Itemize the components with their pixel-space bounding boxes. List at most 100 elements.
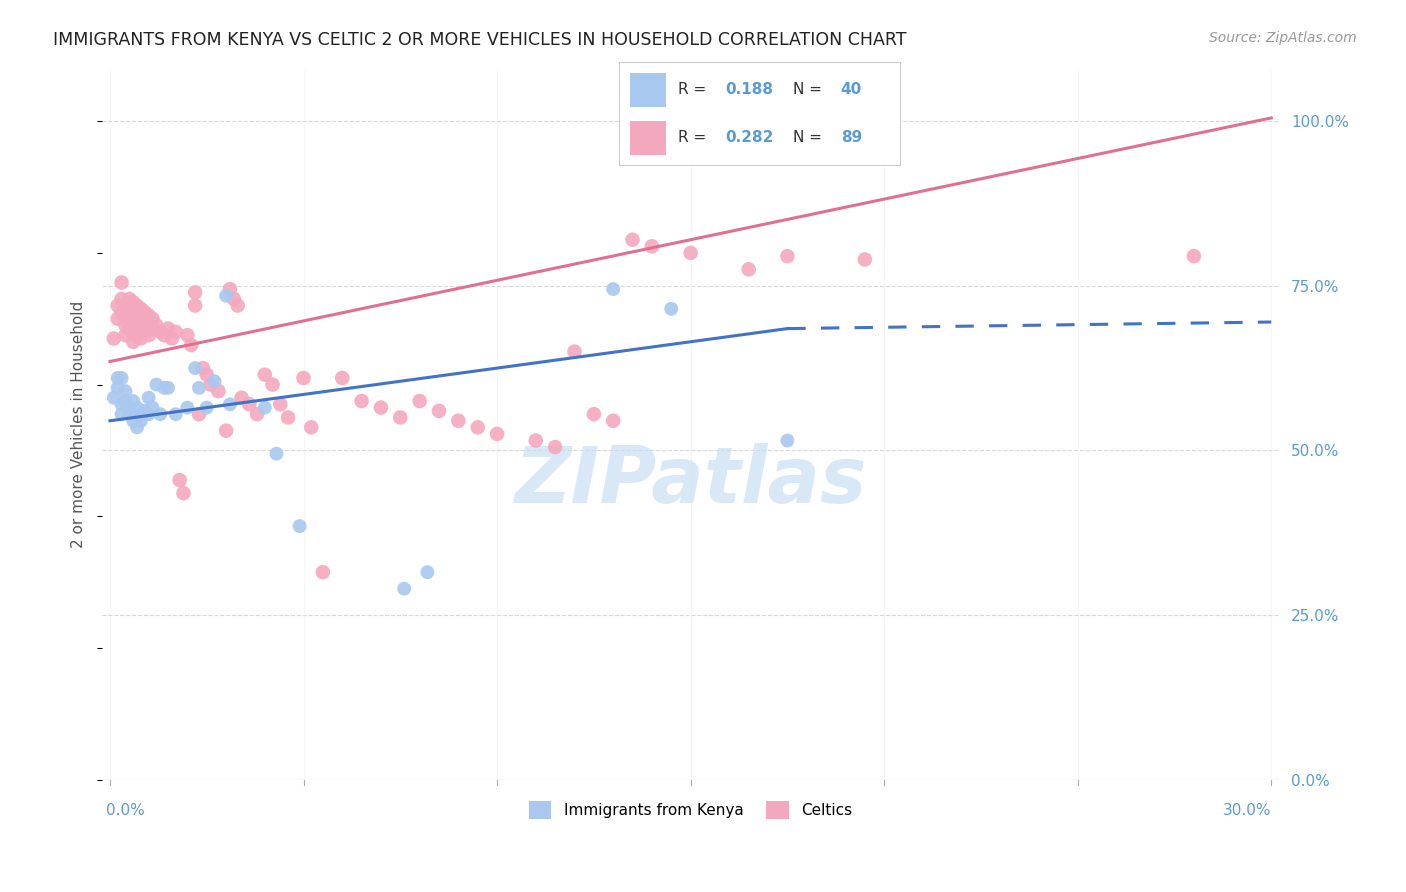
Point <box>134 315 156 329</box>
Point <box>114 299 136 313</box>
Point <box>145 318 167 333</box>
Point <box>138 407 160 421</box>
Point <box>110 305 132 319</box>
Point <box>110 371 132 385</box>
Point <box>564 344 586 359</box>
Point <box>204 374 226 388</box>
Point <box>129 321 152 335</box>
Point <box>141 321 163 335</box>
Point <box>524 434 547 448</box>
Text: Source: ZipAtlas.com: Source: ZipAtlas.com <box>1209 31 1357 45</box>
Point <box>207 384 229 399</box>
Point <box>408 394 430 409</box>
Point <box>138 328 160 343</box>
Point <box>122 414 145 428</box>
Point <box>125 420 148 434</box>
Point <box>157 381 180 395</box>
Point <box>118 311 141 326</box>
Point <box>330 371 353 385</box>
Text: 0.0%: 0.0% <box>105 803 145 818</box>
Point <box>103 331 125 345</box>
Point <box>110 407 132 421</box>
Point <box>253 401 276 415</box>
Point <box>138 309 160 323</box>
Point <box>138 318 160 333</box>
Point <box>299 420 322 434</box>
Point <box>129 414 152 428</box>
Point <box>173 486 195 500</box>
Point <box>118 292 141 306</box>
Text: ZIPatlas: ZIPatlas <box>515 443 866 519</box>
Point <box>110 292 132 306</box>
Point <box>659 301 682 316</box>
Point <box>141 401 163 415</box>
Point <box>149 407 172 421</box>
Text: N =: N = <box>793 130 827 145</box>
Point <box>447 414 470 428</box>
Point <box>621 233 644 247</box>
Point <box>188 407 211 421</box>
Point <box>370 401 392 415</box>
Point <box>389 410 412 425</box>
Point <box>160 331 183 345</box>
Point <box>114 309 136 323</box>
Y-axis label: 2 or more Vehicles in Household: 2 or more Vehicles in Household <box>72 301 86 548</box>
Point <box>107 381 129 395</box>
Text: R =: R = <box>678 82 711 97</box>
Point <box>110 397 132 411</box>
Text: 0.282: 0.282 <box>725 130 773 145</box>
Text: 40: 40 <box>841 82 862 97</box>
Text: 0.188: 0.188 <box>725 82 773 97</box>
Point <box>114 328 136 343</box>
Point <box>138 391 160 405</box>
Point <box>165 325 187 339</box>
Point <box>262 377 284 392</box>
Point <box>602 414 624 428</box>
Point <box>118 401 141 415</box>
Bar <box>630 121 666 155</box>
Point <box>215 288 238 302</box>
Point <box>180 338 202 352</box>
Point <box>266 447 288 461</box>
Point <box>129 331 152 345</box>
Point <box>176 401 198 415</box>
Point <box>149 325 172 339</box>
Point <box>122 295 145 310</box>
Point <box>118 321 141 335</box>
Point <box>153 328 176 343</box>
Point <box>679 245 702 260</box>
Point <box>582 407 605 421</box>
Point <box>269 397 291 411</box>
Point <box>165 407 187 421</box>
Point <box>467 420 489 434</box>
Legend: Immigrants from Kenya, Celtics: Immigrants from Kenya, Celtics <box>523 795 859 825</box>
Text: 30.0%: 30.0% <box>1223 803 1271 818</box>
Point <box>292 371 315 385</box>
Point <box>118 407 141 421</box>
Point <box>226 299 249 313</box>
Point <box>215 424 238 438</box>
Point <box>200 377 222 392</box>
Point <box>486 426 509 441</box>
Point <box>176 328 198 343</box>
Point <box>737 262 759 277</box>
Point <box>169 473 191 487</box>
Point <box>125 299 148 313</box>
Text: N =: N = <box>793 82 827 97</box>
Point <box>114 384 136 399</box>
Point <box>153 381 176 395</box>
Text: R =: R = <box>678 130 711 145</box>
Point <box>114 394 136 409</box>
Point <box>125 318 148 333</box>
Point <box>427 404 450 418</box>
Point <box>134 404 156 418</box>
Point <box>246 407 269 421</box>
Point <box>188 381 211 395</box>
Point <box>114 318 136 333</box>
Point <box>350 394 373 409</box>
Point <box>157 321 180 335</box>
Point <box>122 334 145 349</box>
Point <box>184 299 207 313</box>
Point <box>776 249 799 263</box>
Point <box>853 252 876 267</box>
